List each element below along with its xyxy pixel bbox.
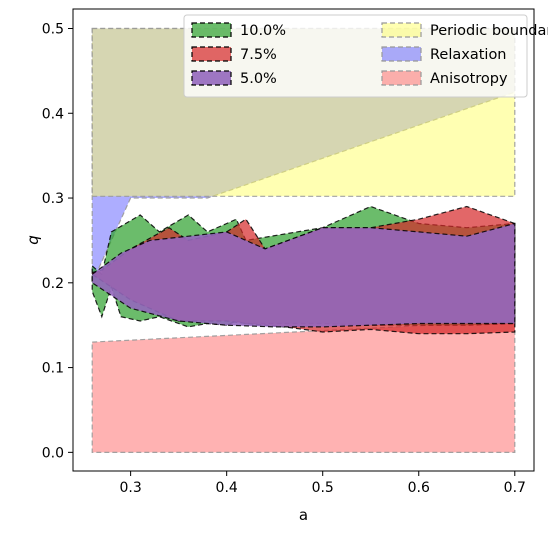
y-tick-label: 0.1 [42, 361, 64, 377]
legend-label-5-0: 5.0% [240, 71, 277, 87]
legend-swatch-periodic-boundary [381, 22, 422, 38]
y-tick-label: 0.4 [42, 106, 64, 122]
x-tick-label: 0.4 [216, 480, 238, 496]
plot-frame [72, 8, 535, 472]
x-axis-label: a [299, 506, 308, 524]
legend-label-10-0: 10.0% [240, 23, 286, 39]
legend-label-7-5: 7.5% [240, 47, 277, 63]
x-tick-label: 0.3 [119, 480, 141, 496]
y-axis-ticks: 0.0 0.1 0.2 0.3 0.4 0.5 [42, 21, 73, 461]
legend-swatch-7-5 [191, 46, 232, 62]
y-tick-label: 0.5 [42, 21, 64, 37]
y-axis-label: q [24, 235, 42, 245]
legend-box [183, 14, 528, 98]
legend-swatch-10-0 [191, 22, 232, 38]
legend-swatch-5-0 [191, 70, 232, 86]
y-tick-label: 0.3 [42, 191, 64, 207]
x-tick-label: 0.6 [408, 480, 430, 496]
x-axis-ticks: 0.3 0.4 0.5 0.6 0.7 [119, 471, 526, 496]
x-tick-label: 0.7 [504, 480, 526, 496]
legend-swatch-relaxation [381, 46, 422, 62]
area-5-0 [91, 222, 516, 328]
legend: 10.0% 7.5% 5.0% Periodic boundary Relaxation… [183, 14, 548, 98]
y-tick-label: 0.2 [42, 276, 64, 292]
legend-label-anisotropy: Anisotropy [430, 71, 508, 87]
x-tick-label: 0.5 [312, 480, 334, 496]
legend-label-relaxation: Relaxation [430, 47, 507, 63]
y-tick-label: 0.0 [42, 445, 64, 461]
legend-label-periodic-boundary: Periodic boundary [430, 23, 548, 39]
area-anisotropy [91, 320, 516, 453]
legend-swatch-anisotropy [381, 70, 422, 86]
